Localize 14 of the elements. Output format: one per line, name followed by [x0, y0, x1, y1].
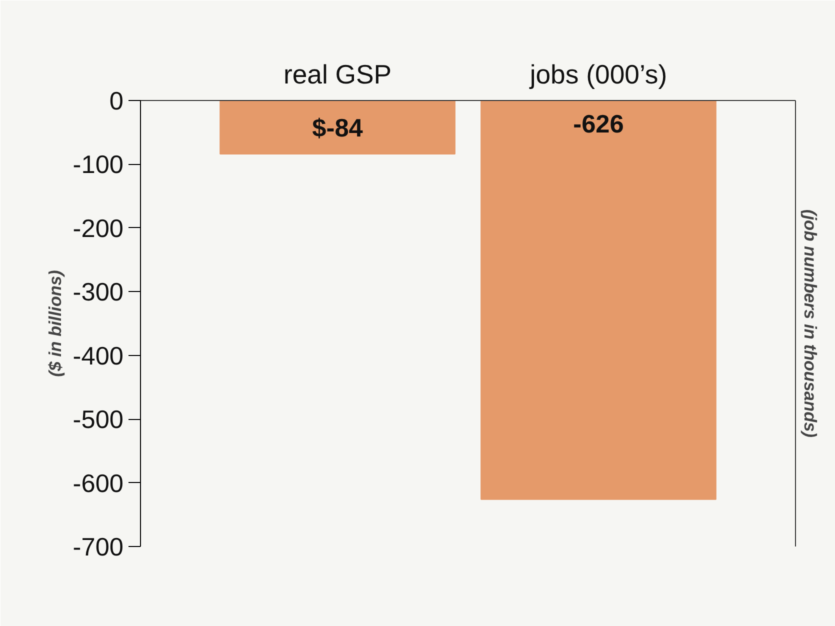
- y-axis-title: ($ in billions): [44, 270, 65, 377]
- y-tick-label: -500: [72, 406, 124, 434]
- data-label: -626: [573, 110, 624, 138]
- y2-axis-title: (job numbers in thousands): [800, 209, 820, 438]
- x-tick-label: jobs (000’s): [528, 60, 668, 90]
- y-tick-label: -600: [72, 470, 124, 498]
- y-tick-label: -100: [72, 151, 124, 180]
- y-tick-label: 0: [109, 88, 124, 116]
- x-tick-label: real GSP: [283, 60, 392, 90]
- y-tick-label: -200: [72, 214, 124, 243]
- y-tick-label: -700: [72, 534, 124, 562]
- data-label: $-84: [312, 114, 363, 142]
- y-tick-label: -300: [72, 278, 124, 307]
- y-tick-label: -400: [72, 342, 124, 370]
